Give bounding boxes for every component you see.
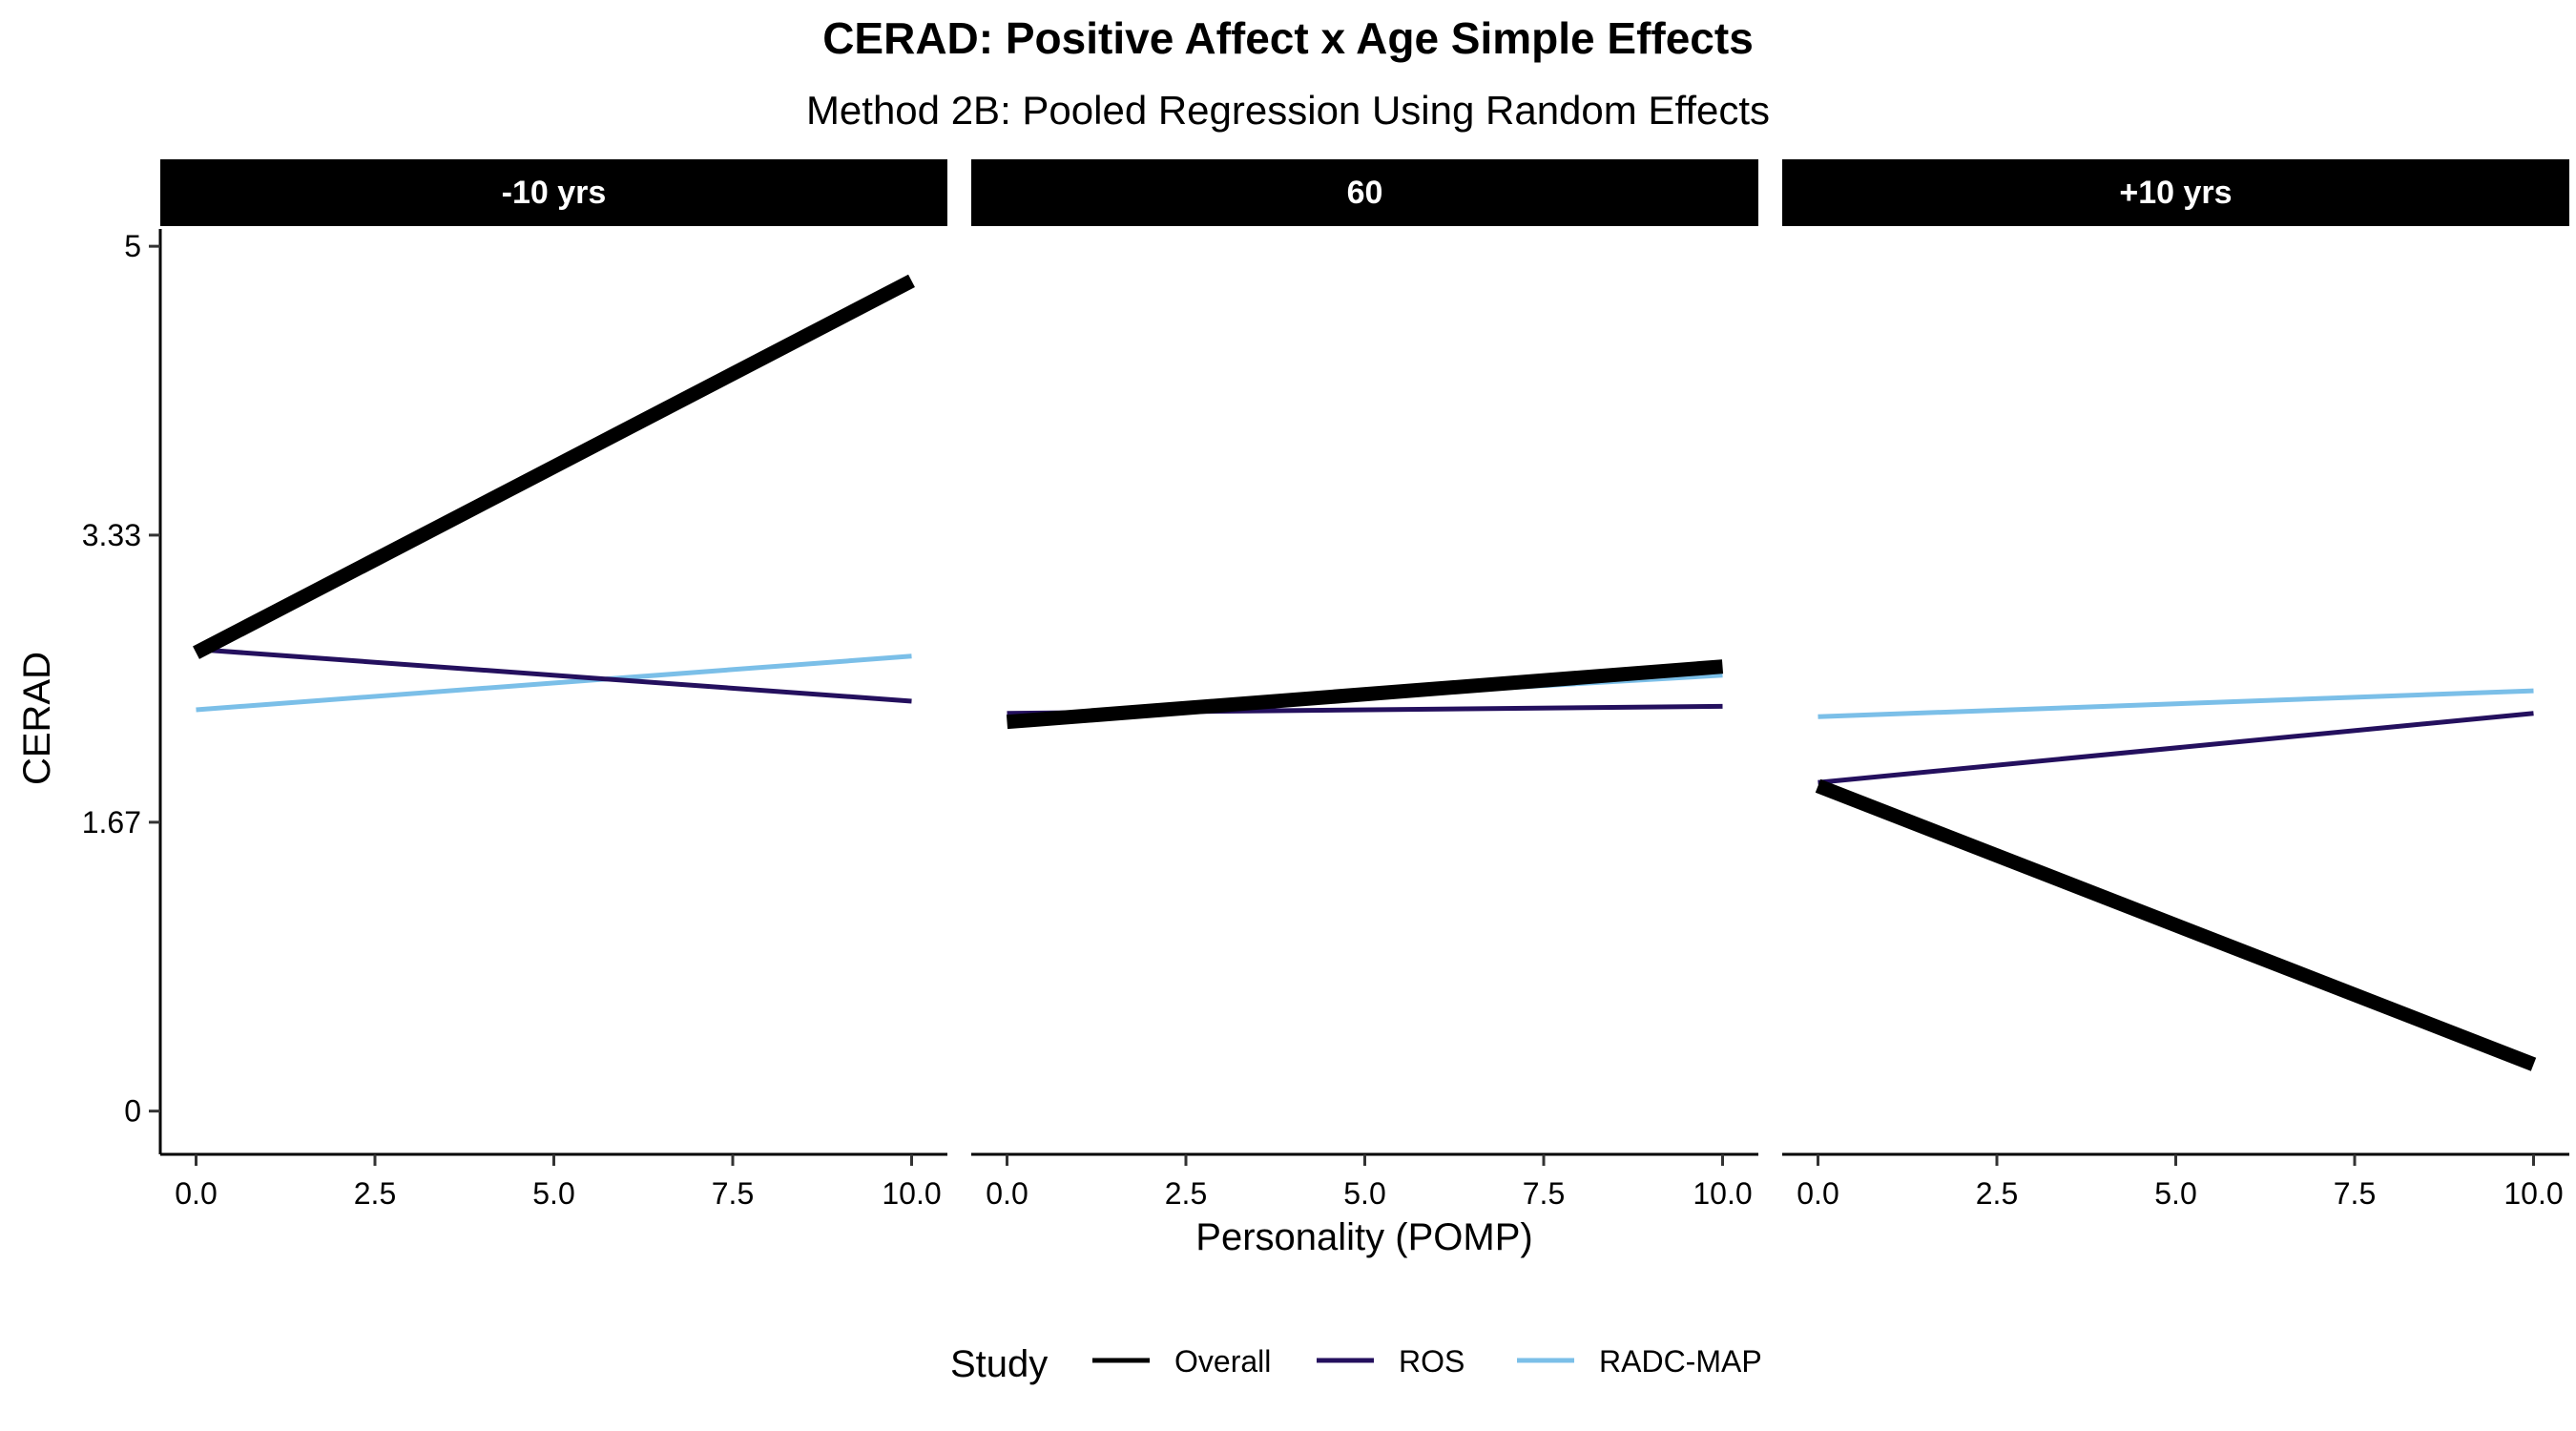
y-axis-label: CERAD	[16, 652, 58, 785]
facet-strip-2	[1782, 159, 2569, 226]
x-tick-label-1-4: 10.0	[1693, 1176, 1752, 1211]
legend-label-0: Overall	[1174, 1344, 1271, 1379]
x-tick-label-0-2: 5.0	[532, 1176, 574, 1211]
facet-label-2: +10 yrs	[2119, 175, 2232, 211]
x-tick-label-2-4: 10.0	[2503, 1176, 2563, 1211]
chart-title: CERAD: Positive Affect x Age Simple Effe…	[822, 13, 1754, 63]
series-line-overall-panel-2	[1815, 778, 2537, 1071]
x-tick-label-2-2: 5.0	[2154, 1176, 2196, 1211]
y-tick-label-1: 1.67	[82, 805, 141, 840]
x-tick-label-1-1: 2.5	[1165, 1176, 1207, 1211]
legend-label-1: ROS	[1399, 1344, 1465, 1379]
x-axis-label: Personality (POMP)	[1195, 1216, 1532, 1258]
y-tick-label-2: 3.33	[82, 518, 141, 552]
legend-label-2: RADC-MAP	[1599, 1344, 1762, 1379]
legend: Study Overall ROS RADC-MAP	[950, 1343, 1762, 1385]
legend-title: Study	[950, 1343, 1048, 1385]
y-tick-label-0: 0	[124, 1094, 141, 1129]
x-tick-label-2-1: 2.5	[1976, 1176, 2018, 1211]
x-tick-label-0-3: 7.5	[712, 1176, 754, 1211]
x-tick-label-0-1: 2.5	[354, 1176, 396, 1211]
chart-subtitle: Method 2B: Pooled Regression Using Rando…	[806, 88, 1770, 133]
x-tick-label-2-0: 0.0	[1797, 1176, 1839, 1211]
facet-label-1: 60	[1347, 175, 1383, 211]
panels-layer: -10 yrs 0.0 2.5 5.0 7.5 10.0 0 1.67 3.33 5 60 0.0 2.…	[82, 159, 2569, 1211]
x-tick-label-1-0: 0.0	[986, 1176, 1028, 1211]
facet-label-0: -10 yrs	[502, 175, 607, 211]
x-tick-label-2-3: 7.5	[2334, 1176, 2376, 1211]
x-tick-label-0-0: 0.0	[175, 1176, 217, 1211]
x-tick-label-1-3: 7.5	[1523, 1176, 1565, 1211]
series-line-ros-panel-2	[1818, 711, 2534, 785]
series-line-overall-panel-0	[193, 274, 915, 659]
x-tick-label-0-4: 10.0	[882, 1176, 941, 1211]
panel-2: +10 yrs 0.0 2.5 5.0 7.5 10.0	[1782, 159, 2569, 1211]
panel-1: 60 0.0 2.5 5.0 7.5 10.0	[971, 159, 1758, 1211]
x-tick-label-1-2: 5.0	[1343, 1176, 1385, 1211]
y-tick-label-3: 5	[124, 229, 141, 263]
facet-strip-1	[971, 159, 1758, 226]
panel-0: -10 yrs 0.0 2.5 5.0 7.5 10.0 0 1.67 3.33 5	[82, 159, 947, 1211]
series-line-radc-map-panel-0	[196, 653, 912, 713]
facet-strip-0	[160, 159, 947, 226]
series-line-ros-panel-0	[196, 647, 912, 704]
series-line-overall-panel-1	[1006, 659, 1724, 730]
series-line-radc-map-panel-2	[1818, 688, 2534, 719]
